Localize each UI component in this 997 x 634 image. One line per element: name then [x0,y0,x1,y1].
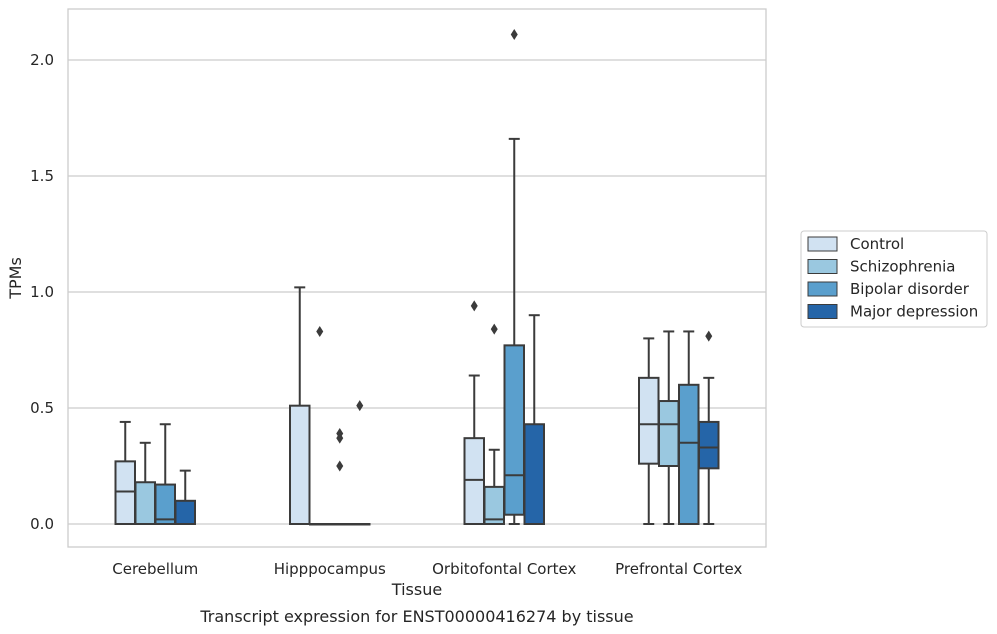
legend-label: Bipolar disorder [850,280,970,298]
x-axis-ticks: Cerebellum Hipppocampus Orbitofontal Corte… [112,560,742,578]
y-tick-label: 0.0 [30,515,54,533]
legend-label: Control [850,235,904,253]
outlier-point [356,400,364,412]
legend-swatch [807,281,838,297]
series-group [134,323,680,526]
box [638,337,660,525]
outlier-point [470,300,478,312]
y-tick-label: 1.5 [30,167,54,185]
box [483,323,505,526]
outlier-point [316,325,324,337]
box-body [134,481,156,525]
box [329,428,351,526]
box-body [463,437,485,525]
outlier-point [336,460,344,472]
series-group [174,314,720,526]
series-group [114,286,660,525]
box [134,441,156,525]
box [523,314,545,525]
box-body [678,383,700,525]
box [698,330,720,525]
box-body [638,376,660,465]
legend-label: Schizophrenia [850,258,955,276]
legend-item: Major depression [807,303,978,321]
outlier-point [705,330,713,342]
box [503,28,525,525]
plot-frame [67,8,767,548]
legend-item: Schizophrenia [807,258,955,276]
legend-item: Control [807,235,904,253]
y-tick-label: 2.0 [30,51,54,69]
x-tick-label: Cerebellum [112,560,198,578]
box-body [114,460,136,525]
box [309,325,331,526]
y-tick-label: 1.0 [30,283,54,301]
legend-frame [800,230,988,328]
legend-items: Control Schizophrenia Bipolar disorder Majo… [807,235,978,321]
box-body [523,423,545,525]
y-tick-label: 0.5 [30,399,54,417]
box-body [174,499,196,525]
x-tick-label: Orbitofontal Cortex [432,560,576,578]
legend-item: Bipolar disorder [807,280,970,298]
box [289,286,311,525]
box-series [114,28,720,526]
x-tick-label: Prefrontal Cortex [615,560,742,578]
box-body [289,404,311,525]
chart-caption: Transcript expression for ENST0000041627… [199,607,633,626]
x-axis-label: Tissue [391,580,442,599]
legend: Control Schizophrenia Bipolar disorder Majo… [800,230,988,328]
x-tick-label: Hipppocampus [274,560,386,578]
legend-swatch [807,259,838,274]
series-group [154,28,700,526]
outlier-point [510,28,518,40]
box-body [154,483,176,525]
box-body [698,420,720,470]
outlier-point [336,428,344,440]
box [463,300,485,525]
y-axis-ticks: 0.0 0.5 1.0 1.5 2.0 [30,51,54,533]
box-body [658,400,680,468]
box-body [503,344,525,516]
legend-swatch [807,236,838,252]
y-axis-label: TPMs [6,257,25,300]
outlier-point [490,323,498,335]
box [174,469,196,525]
box [349,400,371,526]
legend-label: Major depression [850,303,978,321]
legend-swatch [807,304,838,319]
